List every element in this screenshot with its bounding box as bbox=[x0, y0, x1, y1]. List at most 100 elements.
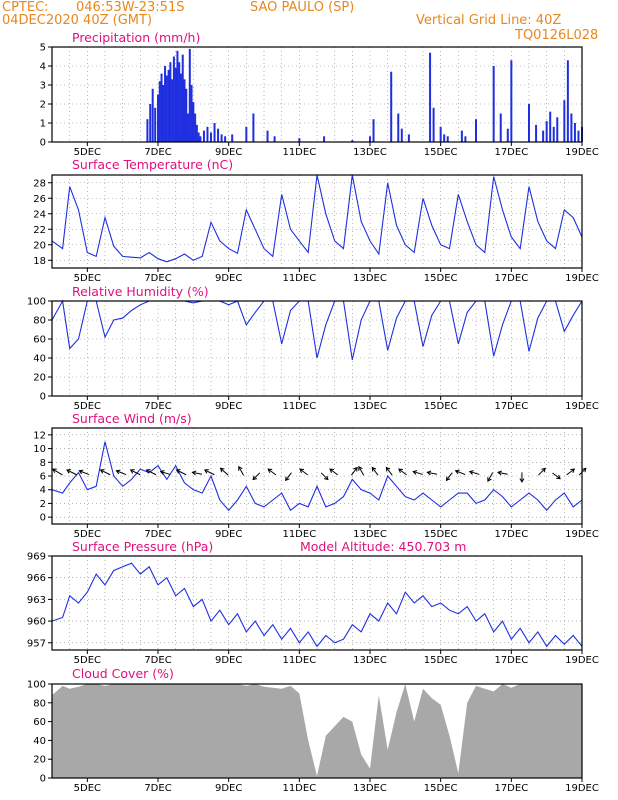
wind-vector-head bbox=[398, 468, 403, 473]
precipitation-bar bbox=[176, 50, 179, 142]
wind-vector-head bbox=[159, 470, 165, 475]
precipitation-bar bbox=[187, 113, 190, 142]
surface-pressure-line bbox=[51, 562, 583, 648]
cloud-cover-xtick-label: 13DEC bbox=[353, 783, 387, 794]
precipitation-bar bbox=[397, 113, 400, 142]
precipitation-bar bbox=[573, 123, 576, 142]
wind-vector bbox=[267, 468, 277, 476]
surface-wind-xtick-label: 5DEC bbox=[74, 529, 101, 540]
precipitation-bar bbox=[545, 121, 548, 142]
precipitation-xtick-label: 19DEC bbox=[565, 147, 599, 158]
precipitation-bar bbox=[231, 134, 234, 142]
cloud-cover-xtick-label: 7DEC bbox=[144, 783, 171, 794]
relative-humidity-xtick-label: 9DEC bbox=[215, 401, 242, 412]
cloud-cover-ytick-label: 100 bbox=[27, 680, 46, 691]
wind-vector-head bbox=[99, 469, 105, 474]
precipitation-bar bbox=[146, 119, 149, 142]
precipitation-bar bbox=[432, 107, 435, 142]
surface-temperature-ytick-label: 26 bbox=[33, 194, 46, 205]
wind-vector-head bbox=[238, 465, 243, 471]
precipitation-bar bbox=[492, 66, 495, 142]
precipitation-bar bbox=[499, 113, 502, 142]
precipitation-bar bbox=[164, 66, 167, 142]
surface-pressure-subtitle: Model Altitude: 450.703 m bbox=[300, 539, 466, 554]
cloud-cover-title: Cloud Cover (%) bbox=[72, 666, 174, 681]
header-source: CPTEC: bbox=[2, 0, 49, 15]
relative-humidity-title: Relative Humidity (%) bbox=[72, 284, 209, 299]
wind-vector bbox=[52, 468, 63, 476]
precipitation-ytick-label: 3 bbox=[40, 81, 46, 92]
surface-wind-ytick-label: 4 bbox=[40, 485, 46, 496]
wind-vector bbox=[552, 472, 561, 480]
precipitation-bar bbox=[372, 119, 375, 142]
precipitation-bar bbox=[172, 56, 175, 142]
relative-humidity-ytick-label: 20 bbox=[33, 373, 46, 384]
precipitation-bar bbox=[160, 73, 163, 142]
precipitation-bar bbox=[266, 130, 269, 142]
wind-vector-head bbox=[129, 469, 135, 474]
wind-vector-head bbox=[371, 466, 377, 472]
surface-temperature-xtick-label: 5DEC bbox=[74, 273, 101, 284]
precipitation-bar bbox=[167, 69, 170, 142]
wind-vector bbox=[358, 466, 365, 476]
cloud-cover-ytick-label: 60 bbox=[33, 717, 46, 728]
wind-vector bbox=[130, 469, 141, 476]
wind-vector-head bbox=[66, 469, 72, 474]
surface-temperature-ytick-label: 18 bbox=[33, 256, 46, 267]
surface-wind-ytick-label: 2 bbox=[40, 499, 46, 510]
wind-vector bbox=[398, 468, 407, 476]
relative-humidity-xtick-label: 11DEC bbox=[282, 401, 316, 412]
precipitation-xtick-label: 5DEC bbox=[74, 147, 101, 158]
precipitation-frame bbox=[51, 46, 583, 143]
precipitation-bar bbox=[549, 111, 552, 142]
precipitation-bar bbox=[443, 134, 446, 142]
precipitation-bar bbox=[390, 71, 393, 142]
wind-vector bbox=[100, 469, 111, 476]
surface-wind-xtick-label: 19DEC bbox=[565, 529, 599, 540]
precipitation-bar bbox=[323, 136, 326, 142]
surface-wind-line bbox=[51, 441, 583, 512]
precipitation-bar bbox=[165, 75, 168, 142]
precipitation-xtick-label: 17DEC bbox=[494, 147, 528, 158]
wind-vector bbox=[455, 470, 466, 476]
relative-humidity-ytick-label: 80 bbox=[33, 316, 46, 327]
precipitation-bar bbox=[220, 134, 223, 142]
header-model-code: TQ0126L028 bbox=[515, 28, 599, 43]
surface-wind-xtick-label: 11DEC bbox=[282, 529, 316, 540]
surface-temperature-xtick-label: 19DEC bbox=[565, 273, 599, 284]
precipitation-bar bbox=[194, 113, 197, 142]
wind-vector bbox=[220, 467, 229, 476]
relative-humidity-ytick-label: 40 bbox=[33, 354, 46, 365]
wind-vector-head bbox=[323, 475, 329, 481]
precipitation-bar bbox=[407, 134, 410, 142]
precipitation-bar bbox=[351, 140, 354, 142]
surface-wind-xtick-label: 9DEC bbox=[215, 529, 242, 540]
wind-vector bbox=[350, 467, 358, 476]
precipitation-bar bbox=[542, 130, 545, 142]
cloud-cover-xtick-label: 15DEC bbox=[424, 783, 458, 794]
wind-vector-head bbox=[454, 469, 460, 475]
precipitation-bar bbox=[199, 136, 202, 142]
wind-vector bbox=[413, 471, 423, 475]
precipitation-ytick-label: 5 bbox=[40, 43, 46, 54]
wind-vector bbox=[497, 471, 508, 475]
precipitation-ytick-label: 2 bbox=[40, 100, 46, 111]
relative-humidity-xtick-label: 5DEC bbox=[74, 401, 101, 412]
precipitation-bar bbox=[151, 88, 154, 142]
precipitation-bar bbox=[169, 62, 172, 143]
precipitation-bar bbox=[535, 124, 538, 142]
precipitation-bar bbox=[506, 128, 509, 142]
cloud-cover-frame bbox=[51, 683, 583, 779]
wind-vector-head bbox=[426, 470, 432, 476]
wind-vector bbox=[160, 471, 171, 475]
precipitation-bar bbox=[224, 136, 227, 142]
surface-wind-ytick-label: 0 bbox=[40, 513, 46, 524]
wind-vector-head bbox=[445, 476, 451, 482]
relative-humidity-ytick-label: 100 bbox=[27, 297, 46, 308]
precipitation-bar bbox=[179, 73, 182, 142]
wind-vector bbox=[79, 470, 90, 476]
wind-vector-head bbox=[78, 469, 84, 475]
surface-temperature-xtick-label: 13DEC bbox=[353, 273, 387, 284]
wind-vector-head bbox=[203, 469, 209, 474]
precipitation-bar bbox=[192, 102, 195, 142]
